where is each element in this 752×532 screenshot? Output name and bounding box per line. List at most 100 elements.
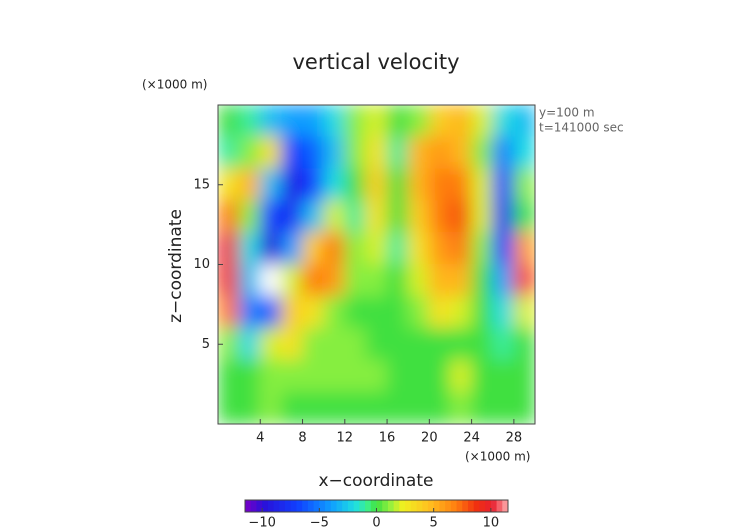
- contour-cell: [238, 391, 261, 424]
- contour-cell: [259, 136, 282, 170]
- contour-cell: [365, 391, 388, 424]
- contour-cell: [344, 105, 367, 138]
- colorbar-swatch: [245, 500, 252, 512]
- contour-cell: [365, 136, 388, 170]
- contour-cell: [238, 359, 261, 393]
- contour-cell: [513, 200, 535, 234]
- contour-cell: [259, 359, 282, 393]
- contour-cell: [218, 136, 240, 170]
- contour-cell: [407, 232, 430, 265]
- contour-cell: [449, 200, 473, 234]
- colorbar-swatch: [342, 500, 349, 512]
- contour-cell: [365, 327, 388, 361]
- contour-cell: [238, 200, 261, 234]
- contour-cell: [386, 105, 409, 138]
- colorbar-swatch: [416, 500, 423, 512]
- colorbar-swatch: [370, 500, 377, 512]
- annotation: y=100 m: [539, 106, 595, 120]
- contour-cell: [471, 105, 494, 138]
- colorbar-swatch: [273, 500, 280, 512]
- chart-title: vertical velocity: [292, 50, 459, 74]
- contour-cell: [302, 359, 325, 393]
- contour-cell: [471, 168, 494, 202]
- contour-cell: [218, 264, 240, 297]
- contour-cell: [280, 168, 304, 202]
- contour-cell: [344, 295, 367, 329]
- colorbar-swatch: [359, 500, 366, 512]
- contour-cell: [344, 327, 367, 361]
- contour-cell: [471, 232, 494, 265]
- contour-cell: [323, 105, 346, 138]
- colorbar: −10 −5 0 5 10: [244, 499, 509, 531]
- contour-cell: [323, 200, 346, 234]
- contour-cell: [302, 295, 325, 329]
- colorbar-swatch: [313, 500, 320, 512]
- contour-cell: [365, 295, 388, 329]
- contour-cell: [259, 200, 282, 234]
- contour-cell: [323, 168, 346, 202]
- contour-cell: [238, 264, 261, 297]
- colorbar-swatch: [267, 500, 275, 512]
- y-tick-label: 5: [202, 337, 210, 352]
- contour-cell: [323, 136, 346, 170]
- colorbar-swatch: [405, 500, 412, 512]
- colorbar-swatch: [302, 500, 309, 512]
- contour-cell: [302, 200, 325, 234]
- contour-cell: [218, 232, 240, 265]
- contour-cell: [259, 295, 282, 329]
- colorbar-swatch: [502, 500, 509, 512]
- x-tick-label: 20: [421, 431, 438, 446]
- contour-cell: [365, 200, 388, 234]
- contour-cell: [323, 359, 346, 393]
- contour-cell: [259, 232, 282, 265]
- contour-cell: [280, 232, 304, 265]
- contour-cell: [238, 295, 261, 329]
- x-tick-label: 28: [506, 431, 523, 446]
- x-tick-label: 16: [379, 431, 396, 446]
- contour-cell: [492, 391, 515, 424]
- contour-cell: [280, 200, 304, 234]
- contour-cell: [492, 105, 515, 138]
- contour-cell: [407, 264, 430, 297]
- contour-cell: [449, 359, 473, 393]
- contour-cell: [513, 391, 535, 424]
- colorbar-swatch: [456, 500, 463, 512]
- contour-cell: [513, 359, 535, 393]
- contour-cell: [344, 359, 367, 393]
- contour-cell: [492, 200, 515, 234]
- contour-cell: [471, 264, 494, 297]
- contour-cell: [280, 295, 304, 329]
- contour-cell: [386, 264, 409, 297]
- contour-cell: [344, 168, 367, 202]
- contour-cell: [302, 391, 325, 424]
- contour-cell: [259, 264, 282, 297]
- contour-cell: [302, 232, 325, 265]
- colorbar-swatch: [399, 500, 406, 512]
- contour-cell: [344, 136, 367, 170]
- contour-cell: [428, 168, 451, 202]
- colorbar-swatch: [490, 500, 498, 512]
- contour-cell: [428, 359, 451, 393]
- x-tick-label: 4: [256, 431, 264, 446]
- contour-cell: [449, 168, 473, 202]
- contour-cell: [513, 105, 535, 138]
- contour-cell: [238, 327, 261, 361]
- colorbar-swatch: [382, 500, 389, 512]
- contour-cell: [492, 264, 515, 297]
- contour-cell: [238, 105, 261, 138]
- contour-cell: [471, 200, 494, 234]
- x-tick-label: 24: [463, 431, 480, 446]
- contour-cell: [471, 391, 494, 424]
- colorbar-swatch: [325, 500, 332, 512]
- x-tick-label: 12: [337, 431, 354, 446]
- colorbar-tick-label: 10: [483, 516, 500, 531]
- contour-cell: [428, 264, 451, 297]
- contour-cell: [428, 136, 451, 170]
- contour-cell: [259, 391, 282, 424]
- contour-cell: [407, 327, 430, 361]
- contour-cell: [407, 391, 430, 424]
- x-tick-label: 8: [298, 431, 306, 446]
- colorbar-swatch: [387, 500, 395, 512]
- colorbar-swatch: [336, 500, 343, 512]
